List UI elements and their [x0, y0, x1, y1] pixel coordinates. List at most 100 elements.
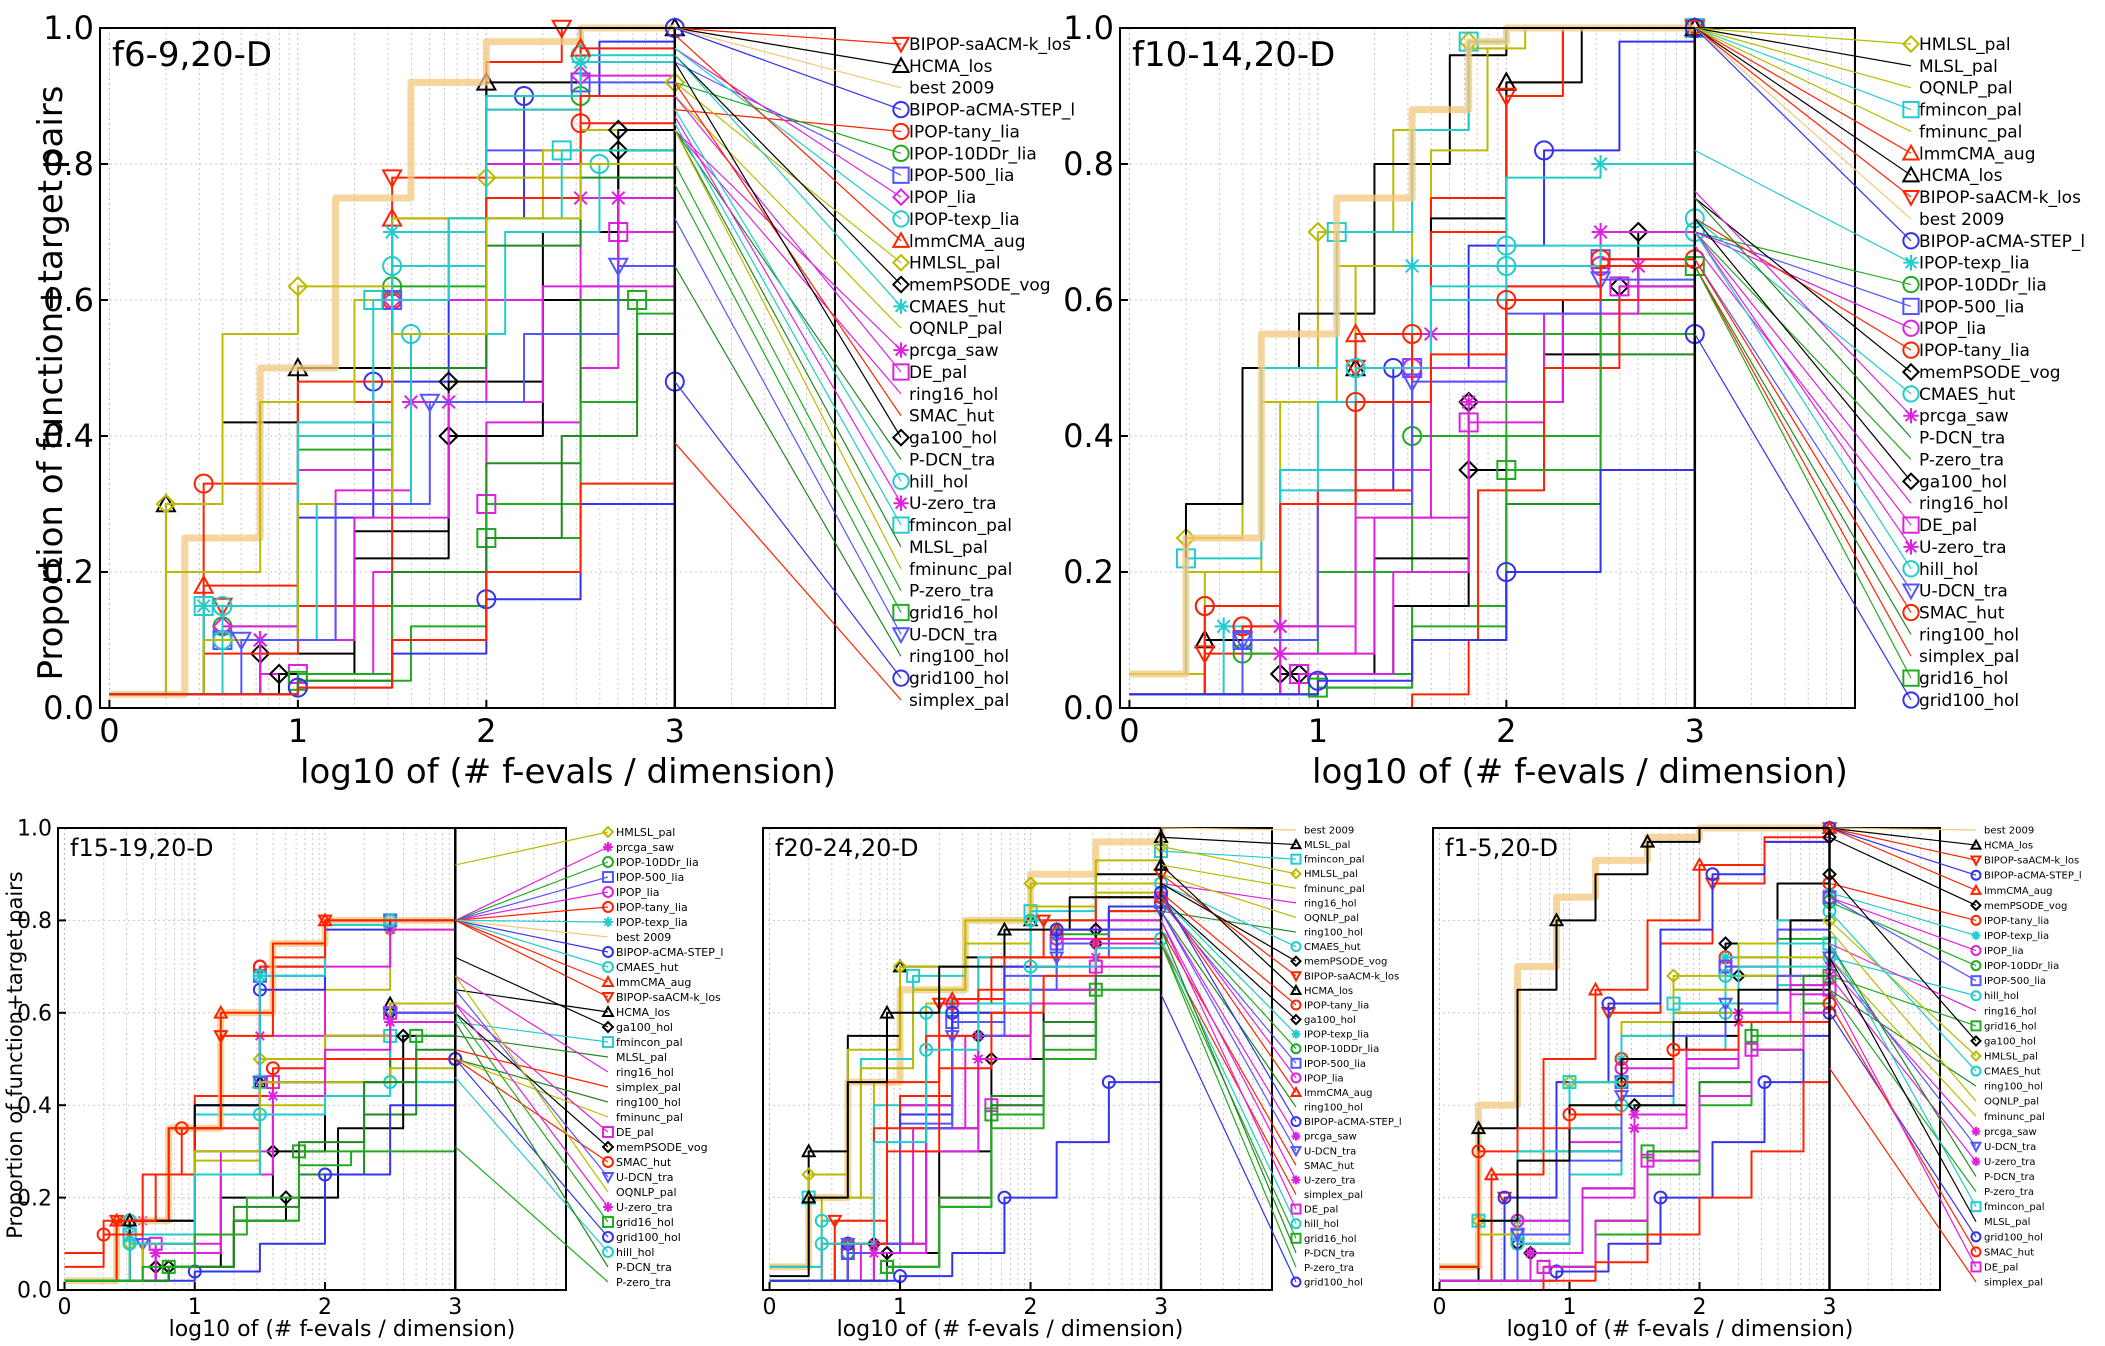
- legend-connector: [1694, 245, 1912, 526]
- legend-label: best 2009: [1919, 210, 2004, 230]
- legend-marker: [1969, 883, 1983, 895]
- x-tick-label: 1: [288, 712, 308, 750]
- legend-label: CMAES_hut: [1304, 942, 1361, 953]
- series-line: [1129, 27, 1695, 675]
- plot-frame: [1119, 27, 1856, 709]
- y-tick-label: 0.6: [43, 281, 94, 319]
- data-point: [1562, 1075, 1577, 1090]
- legend-label: lmmCMA_aug: [1304, 1088, 1373, 1099]
- data-point: [1628, 1108, 1641, 1121]
- legend-marker: [602, 946, 614, 958]
- legend-label: memPSODE_vog: [1304, 957, 1387, 968]
- legend-marker: [1290, 853, 1302, 865]
- legend-label: hill_hol: [1304, 1219, 1339, 1230]
- y-tick-label: 0.8: [17, 909, 52, 934]
- legend-label: grid100_hol: [1304, 1278, 1363, 1289]
- legend-label: HMLSL_pal: [616, 826, 675, 839]
- data-point: [827, 1214, 843, 1229]
- legend-marker: [1970, 1201, 1982, 1213]
- legend-label: U-DCN_tra: [1984, 1142, 2036, 1153]
- legend-label: SMAC_hut: [1984, 1247, 2034, 1258]
- legend-label: prcga_saw: [1919, 407, 2009, 427]
- legend-connector: [1829, 975, 1977, 1162]
- legend-connector: [1160, 929, 1297, 1254]
- legend-label: ga100_hol: [1984, 1036, 2036, 1047]
- legend-marker: [602, 1036, 614, 1048]
- legend-marker: [1901, 143, 1921, 161]
- legend-label: HMLSL_pal: [1919, 35, 2011, 55]
- legend-label: grid16_hol: [1919, 669, 2008, 689]
- series-u-dcn-tra: [109, 218, 676, 696]
- legend-label: P-zero_tra: [1304, 1263, 1354, 1274]
- data-point: [1653, 1190, 1668, 1205]
- data-point: [1214, 617, 1233, 636]
- legend-connector: [674, 47, 902, 198]
- data-point: [122, 1236, 137, 1251]
- legend-label: ring16_hol: [909, 385, 998, 405]
- y-tick-label: 0.0: [43, 689, 94, 727]
- legend-label: fmincon_pal: [616, 1036, 683, 1049]
- legend-connector: [1829, 882, 1977, 921]
- data-point: [1705, 867, 1720, 882]
- legend-label: hill_hol: [1919, 560, 1978, 580]
- legend-label: memPSODE_vog: [1919, 363, 2061, 383]
- legend-label: U-DCN_tra: [1304, 1146, 1356, 1157]
- legend-connector: [1694, 217, 1912, 395]
- legend-label: ring16_hol: [1919, 494, 2008, 514]
- legend-label: U-zero_tra: [909, 494, 997, 514]
- legend-connector: [454, 1058, 609, 1163]
- legend-marker: [1902, 275, 1920, 294]
- legend-label: grid16_hol: [1304, 1234, 1357, 1245]
- legend-label: fminunc_pal: [909, 560, 1012, 580]
- data-point: [1496, 562, 1517, 582]
- chart-title: f20-24,20-D: [775, 834, 919, 862]
- legend-connector: [1829, 966, 1977, 1132]
- y-tick-label: 1.0: [1063, 9, 1114, 47]
- legend-marker: [603, 917, 613, 927]
- series-simplex-pal: [1439, 1068, 1831, 1291]
- data-point: [1562, 1107, 1577, 1122]
- legend-label: best 2009: [1984, 826, 2034, 837]
- legend-connector: [1694, 27, 1912, 220]
- data-point: [1401, 373, 1423, 393]
- legend-label: BIPOP-aCMA-STEP_l: [909, 101, 1075, 121]
- legend-label: IPOP-texp_lia: [1919, 254, 2030, 274]
- data-point: [265, 1061, 280, 1076]
- legend-connector: [455, 919, 609, 968]
- legend-marker: [602, 1126, 614, 1138]
- legend-label: grid16_hol: [909, 603, 998, 623]
- y-tick-label: 0.0: [17, 1279, 52, 1304]
- data-point: [213, 1004, 229, 1019]
- legend-label: simplex_pal: [1304, 1190, 1363, 1201]
- legend-connector: [1694, 27, 1912, 154]
- data-point: [1231, 631, 1254, 652]
- legend-connector: [1829, 989, 1977, 1087]
- legend-marker: [1902, 100, 1920, 119]
- legend-label: fmincon_pal: [1984, 1202, 2045, 1213]
- legend-label: ring16_hol: [1984, 1006, 2037, 1017]
- legend-connector: [1694, 258, 1912, 591]
- data-point: [607, 139, 629, 161]
- legend-marker: [1970, 960, 1982, 972]
- legend-connector: [674, 81, 902, 264]
- legend-connector: [1160, 910, 1297, 1108]
- x-tick-label: 3: [448, 1295, 462, 1320]
- data-point: [1639, 833, 1656, 848]
- legend-connector: [674, 116, 902, 504]
- legend-connector: [1160, 910, 1297, 1152]
- data-point: [1495, 87, 1518, 108]
- data-point: [800, 1143, 817, 1158]
- legend-label: BIPOP-saACM-k_los: [616, 991, 721, 1004]
- legend-connector: [1694, 27, 1912, 67]
- legend-label: DE_pal: [909, 363, 967, 383]
- legend-label: IPOP-tany_lia: [1304, 1000, 1369, 1011]
- legend-label: hill_hol: [1984, 991, 2019, 1002]
- legend-marker: [1902, 691, 1920, 709]
- series-fminunc-pal: [1129, 27, 1695, 675]
- series-p-zero-tra: [769, 943, 1163, 1282]
- legend-label: grid100_hol: [909, 669, 1009, 689]
- legend-connector: [674, 27, 902, 45]
- x-tick-label: 3: [1685, 712, 1705, 750]
- legend-connector: [1160, 938, 1297, 1224]
- legend-label: IPOP-10DDr_lia: [616, 856, 699, 869]
